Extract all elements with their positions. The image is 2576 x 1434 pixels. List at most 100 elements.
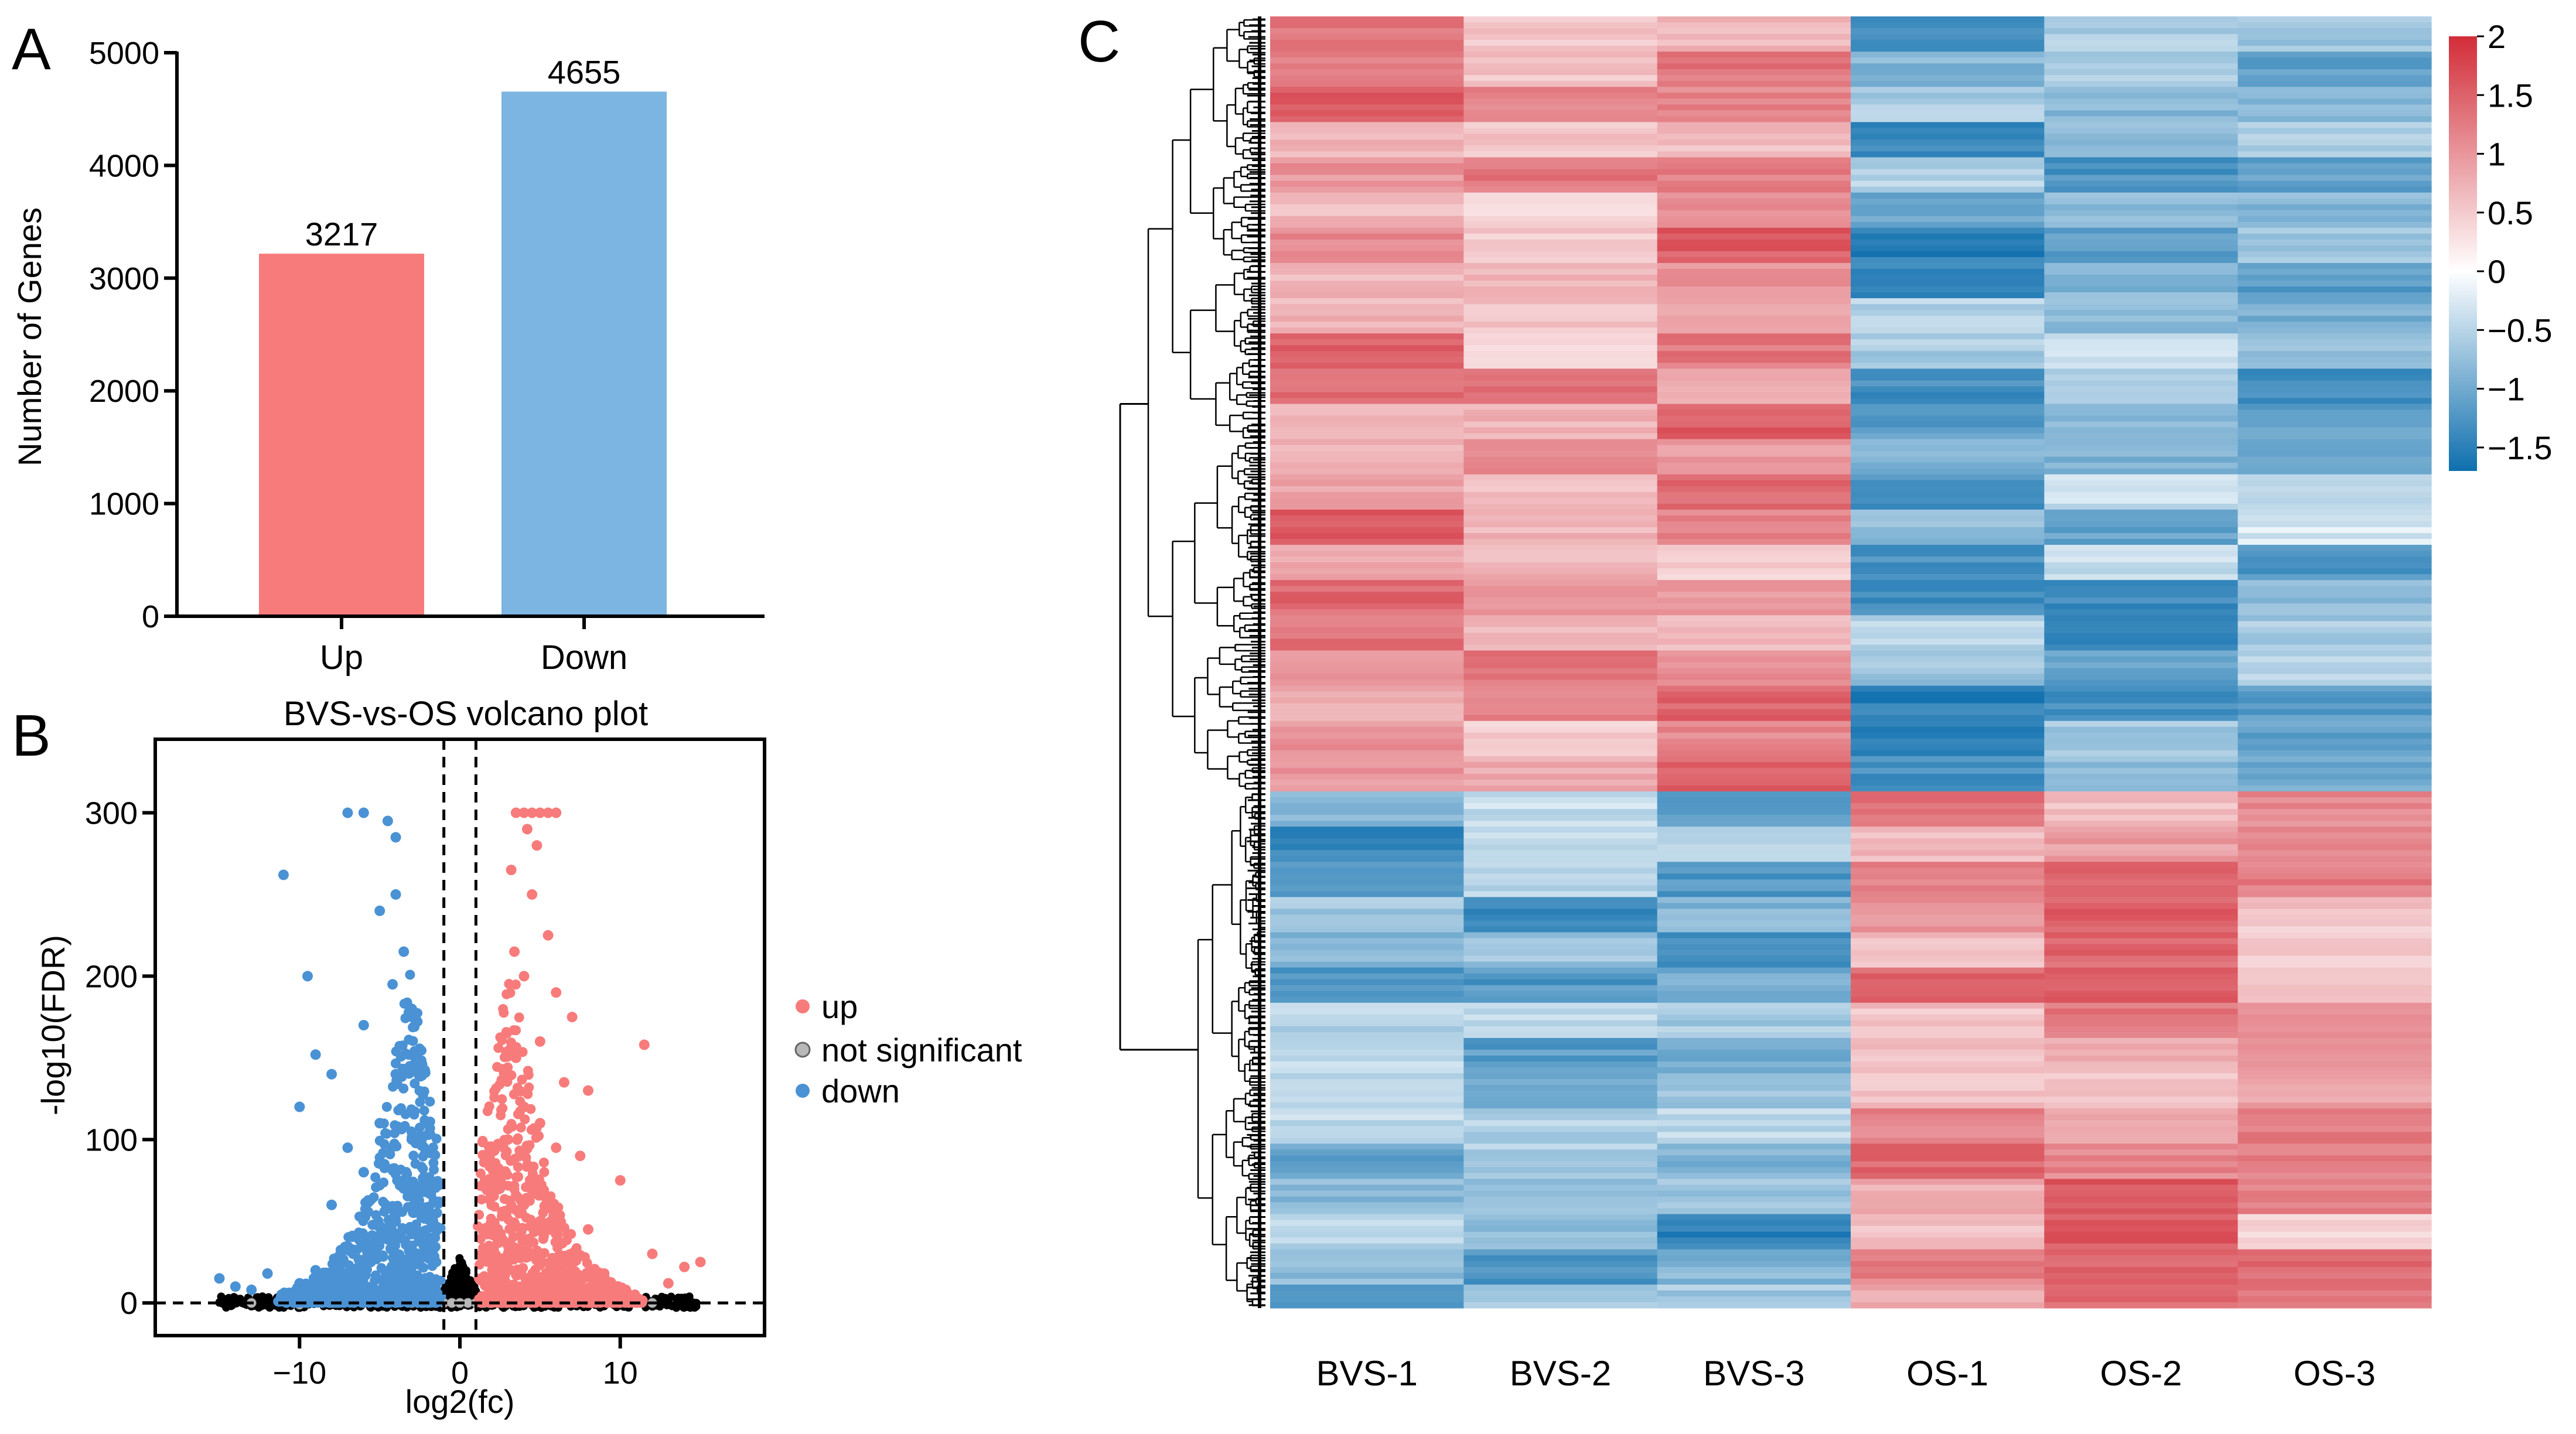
heatmap-cell (1657, 850, 1851, 856)
volcano-point-down-filler (421, 1225, 431, 1235)
heatmap-cell (1463, 815, 1658, 821)
heatmap-cell (2237, 1056, 2432, 1062)
heatmap-cell (2237, 439, 2432, 446)
heatmap-cell (1463, 322, 1658, 328)
heatmap-cell (2237, 292, 2432, 299)
heatmap-cell (2237, 122, 2432, 129)
heatmap-cell (2237, 46, 2432, 52)
panel-letter-c: C (1078, 9, 1120, 74)
heatmap-cell (1657, 668, 1851, 675)
volcano-point-up-filler (573, 1281, 584, 1292)
volcano-frame (153, 738, 766, 1337)
heatmap-cell (2237, 1161, 2432, 1168)
volcano-point-down (390, 1216, 401, 1227)
heatmap-cell (2044, 1155, 2239, 1162)
heatmap-cell (1657, 351, 1851, 357)
heatmap-cell (2237, 262, 2432, 269)
heatmap-cell (1851, 897, 2045, 904)
heatmap-cell (1463, 703, 1658, 710)
heatmap-cell (2044, 903, 2239, 910)
heatmap-cell (2237, 139, 2432, 146)
heatmap-cell (1463, 1014, 1658, 1021)
volcano-point-down (310, 1265, 321, 1276)
heatmap-cell (1270, 163, 1464, 170)
heatmap-cell (1463, 1126, 1658, 1132)
heatmap-cell (2237, 339, 2432, 346)
heatmap-cell (1851, 374, 2045, 381)
heatmap-cell (1657, 556, 1851, 563)
heatmap-cell (1657, 198, 1851, 205)
heatmap-cell (2237, 603, 2432, 610)
heatmap-cell (1657, 545, 1851, 551)
volcano-point-up-filler (504, 1195, 514, 1206)
heatmap-cell (1851, 239, 2045, 246)
volcano-point-up-filler (527, 1269, 537, 1280)
heatmap-cell (2044, 52, 2239, 58)
heatmap-cell (1270, 756, 1464, 763)
heatmap-cell (1657, 87, 1851, 93)
volcano-point-up-filler (476, 1194, 487, 1205)
heatmap-cell (1463, 973, 1658, 980)
heatmap-cell (1270, 767, 1464, 774)
heatmap-cell (1657, 732, 1851, 739)
volcano-point-up-filler (498, 1253, 509, 1264)
heatmap-cell (1657, 450, 1851, 457)
heatmap-cell (1851, 574, 2045, 581)
heatmap-cell (2237, 944, 2432, 951)
heatmap-cell (1270, 691, 1464, 698)
heatmap-cell (1463, 298, 1658, 305)
heatmap-cell (1657, 486, 1851, 493)
heatmap-cell (1851, 134, 2045, 141)
heatmap-cell (2237, 268, 2432, 275)
heatmap-cell (1851, 468, 2045, 475)
heatmap-cell (1270, 233, 1464, 240)
heatmap-cell (1270, 791, 1464, 798)
volcano-point-up-filler (510, 979, 521, 990)
heatmap-cell (2237, 885, 2432, 892)
heatmap-cell (1851, 192, 2045, 199)
volcano-point-down-filler (397, 1296, 407, 1306)
volcano-point-up-filler (513, 1265, 523, 1276)
heatmap-cell (1463, 404, 1658, 411)
heatmap-cell (2044, 46, 2239, 52)
heatmap-cell (1270, 850, 1464, 856)
heatmap-cell (1270, 204, 1464, 211)
heatmap-cell (1463, 93, 1658, 99)
heatmap-cell (1270, 415, 1464, 422)
volcano-point-up (503, 1134, 514, 1145)
heatmap-cell (2044, 281, 2239, 287)
heatmap-cell (2044, 545, 2239, 551)
heatmap-cell (2237, 715, 2432, 722)
heatmap-cell (1463, 286, 1658, 293)
heatmap-cell (1657, 345, 1851, 351)
heatmap-cell (2237, 873, 2432, 880)
heatmap-cell (2237, 545, 2432, 551)
volcano-point-up-filler (489, 1092, 500, 1103)
heatmap-cell (1270, 1002, 1464, 1009)
heatmap-cell (1463, 204, 1658, 211)
heatmap-cell (1851, 63, 2045, 70)
heatmap-cell (1463, 175, 1658, 182)
heatmap-cell (2044, 427, 2239, 434)
heatmap-cell (1851, 967, 2045, 974)
heatmap-cell (1851, 556, 2045, 563)
heatmap-cell (2237, 785, 2432, 792)
heatmap-cell (1270, 304, 1464, 310)
heatmap-cell (1463, 40, 1658, 46)
heatmap-cell (2044, 1026, 2239, 1033)
heatmap-cell (1657, 404, 1851, 411)
heatmap-cell (2044, 562, 2239, 569)
volcano-point-down-filler (358, 1216, 369, 1226)
heatmap-cell (1657, 621, 1851, 627)
heatmap-cell (2044, 709, 2239, 716)
heatmap-cell (2044, 762, 2239, 769)
heatmap-cell (2044, 1120, 2239, 1126)
heatmap-cell (1851, 533, 2045, 540)
heatmap-cell (2237, 316, 2432, 322)
heatmap-cell (1851, 1056, 2045, 1062)
volcano-point-up (582, 1085, 593, 1096)
heatmap-cell (2237, 427, 2432, 434)
heatmap-cell (1851, 221, 2045, 228)
heatmap-cell (1851, 562, 2045, 569)
heatmap-cell (1270, 1143, 1464, 1150)
